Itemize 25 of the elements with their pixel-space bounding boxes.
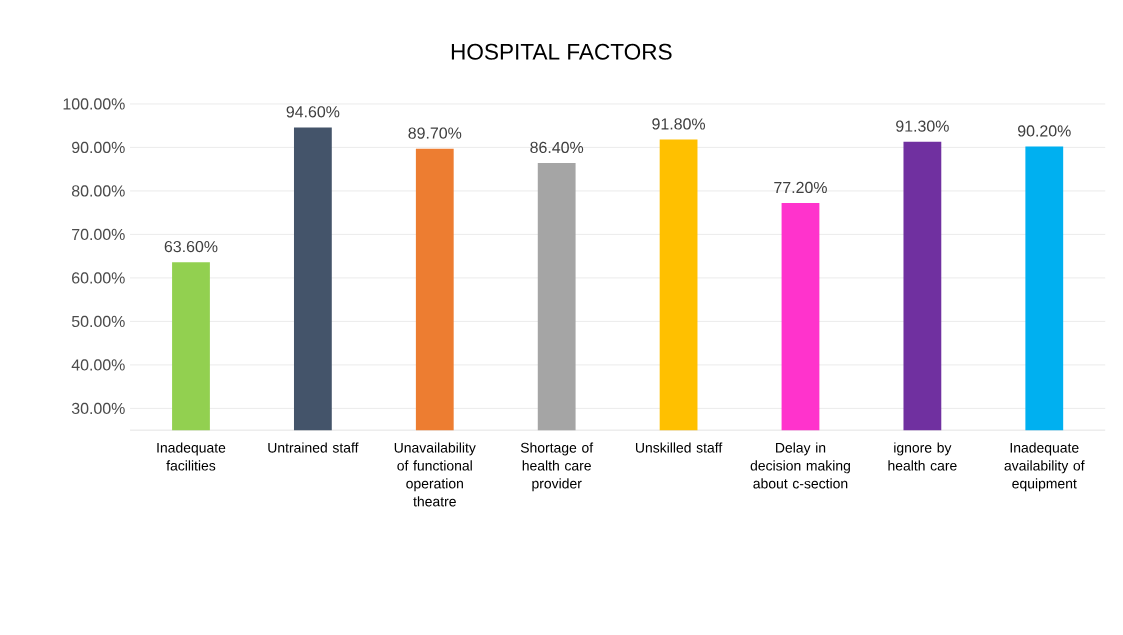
y-tick-label: 100.00%: [63, 98, 125, 110]
x-tick-label: Untrained staff: [268, 442, 359, 453]
data-label: 91.80%: [652, 118, 706, 130]
data-label: 91.30%: [896, 120, 949, 132]
x-tick-label: Delay in decision making about c-section: [750, 442, 850, 489]
data-label: 90.20%: [1018, 125, 1071, 137]
x-tick-label: Unavailability of functional operation theatre: [394, 442, 476, 507]
x-tick-label: Unskilled staff: [635, 442, 723, 453]
y-tick-label: 40.00%: [71, 359, 125, 371]
y-tick-label: 90.00%: [72, 141, 125, 154]
chart-title: HOSPITAL FACTORS: [451, 43, 672, 60]
x-tick-label: Inadequate facilities: [157, 442, 226, 471]
data-label: 89.70%: [408, 127, 462, 139]
data-label: 63.60%: [164, 240, 218, 253]
y-tick-label: 50.00%: [71, 315, 125, 328]
data-label: 86.40%: [530, 141, 584, 154]
data-label: 77.20%: [774, 181, 827, 194]
y-tick-label: 30.00%: [71, 402, 125, 415]
x-tick-label: Inadequate availability of equipment: [1004, 442, 1085, 492]
y-tick-label: 60.00%: [72, 272, 125, 284]
y-tick-label: 70.00%: [72, 228, 125, 241]
x-tick-label: ignore by health care: [888, 442, 957, 471]
data-label: 94.60%: [286, 106, 340, 118]
x-tick-label: Shortage of health care provider: [520, 442, 594, 492]
y-tick-label: 80.00%: [71, 185, 125, 197]
